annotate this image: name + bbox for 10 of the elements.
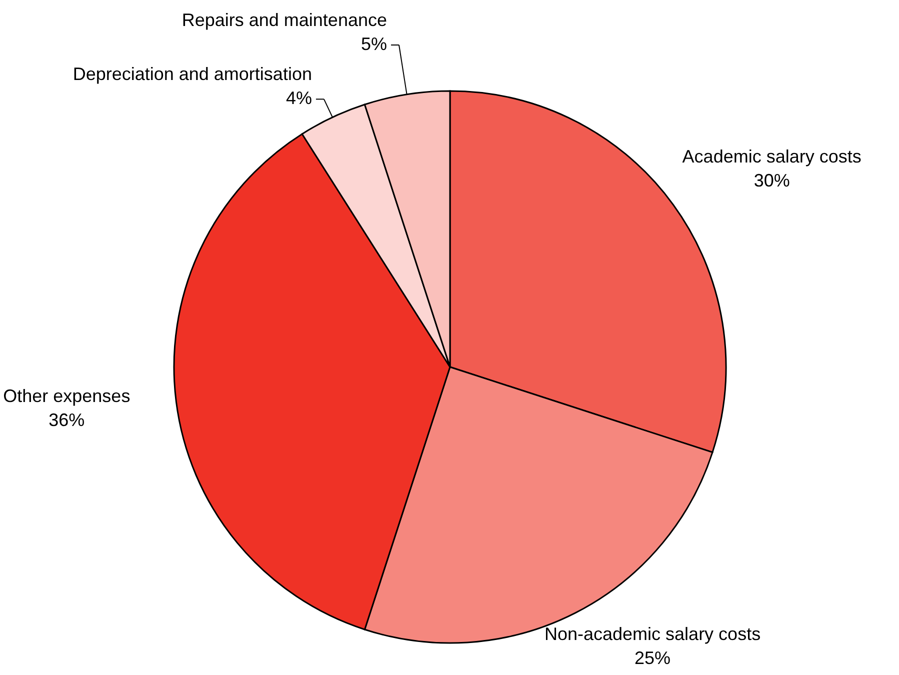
slice-label: Depreciation and amortisation xyxy=(72,64,312,84)
slice-label: Non-academic salary costs xyxy=(544,624,761,644)
data-label: 4% xyxy=(286,88,312,108)
slice-label: Other expenses xyxy=(3,386,130,406)
data-label: 36% xyxy=(48,410,85,430)
data-label: 5% xyxy=(360,34,387,54)
slice-label: Repairs and maintenance xyxy=(182,10,387,30)
data-label: 30% xyxy=(754,170,790,191)
data-label: 25% xyxy=(634,648,671,668)
slice-label: Academic salary costs xyxy=(682,146,862,167)
